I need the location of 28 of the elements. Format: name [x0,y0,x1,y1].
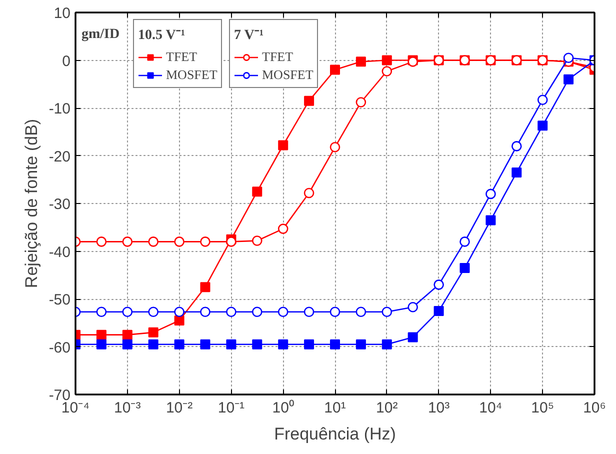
y-axis-title: Rejeição de fonte (dB) [22,118,41,288]
x-tick-label: 10⁴ [479,400,502,416]
y-tick-label: -60 [48,339,71,356]
y-tick-label: 0 [62,52,70,70]
y-tick-label: 10 [54,5,71,22]
legend-title: gm/ID [82,27,120,42]
annotation: 7 V⁻¹ [234,27,265,44]
x-tick-label: 10⁶ [583,400,606,416]
x-tick-label: 10⁻² [166,400,193,416]
legend-label: MOSFET [166,67,218,83]
annotation: 10.5 V⁻¹ [138,27,186,44]
y-tick-label: -20 [48,148,71,166]
x-tick-label: 10² [376,400,398,416]
legend-label: TFET [166,49,198,65]
x-axis-title: Frequência (Hz) [274,424,396,444]
legend-label: MOSFET [262,67,314,83]
x-tick-label: 10⁻¹ [218,400,245,416]
x-tick-label: 10³ [428,400,450,416]
y-tick-label: -50 [48,292,71,308]
x-tick-label: 10¹ [324,400,346,416]
x-tick-label: 10⁰ [272,400,294,416]
x-tick-label: 10⁵ [531,400,554,416]
y-tick-label: -40 [48,244,71,261]
x-tick-label: 10⁻³ [114,400,141,416]
y-tick-label: -30 [48,196,71,213]
y-tick-label: -10 [48,100,71,118]
x-tick-label: 10⁻⁴ [61,400,90,416]
legend-label: TFET [262,49,294,65]
